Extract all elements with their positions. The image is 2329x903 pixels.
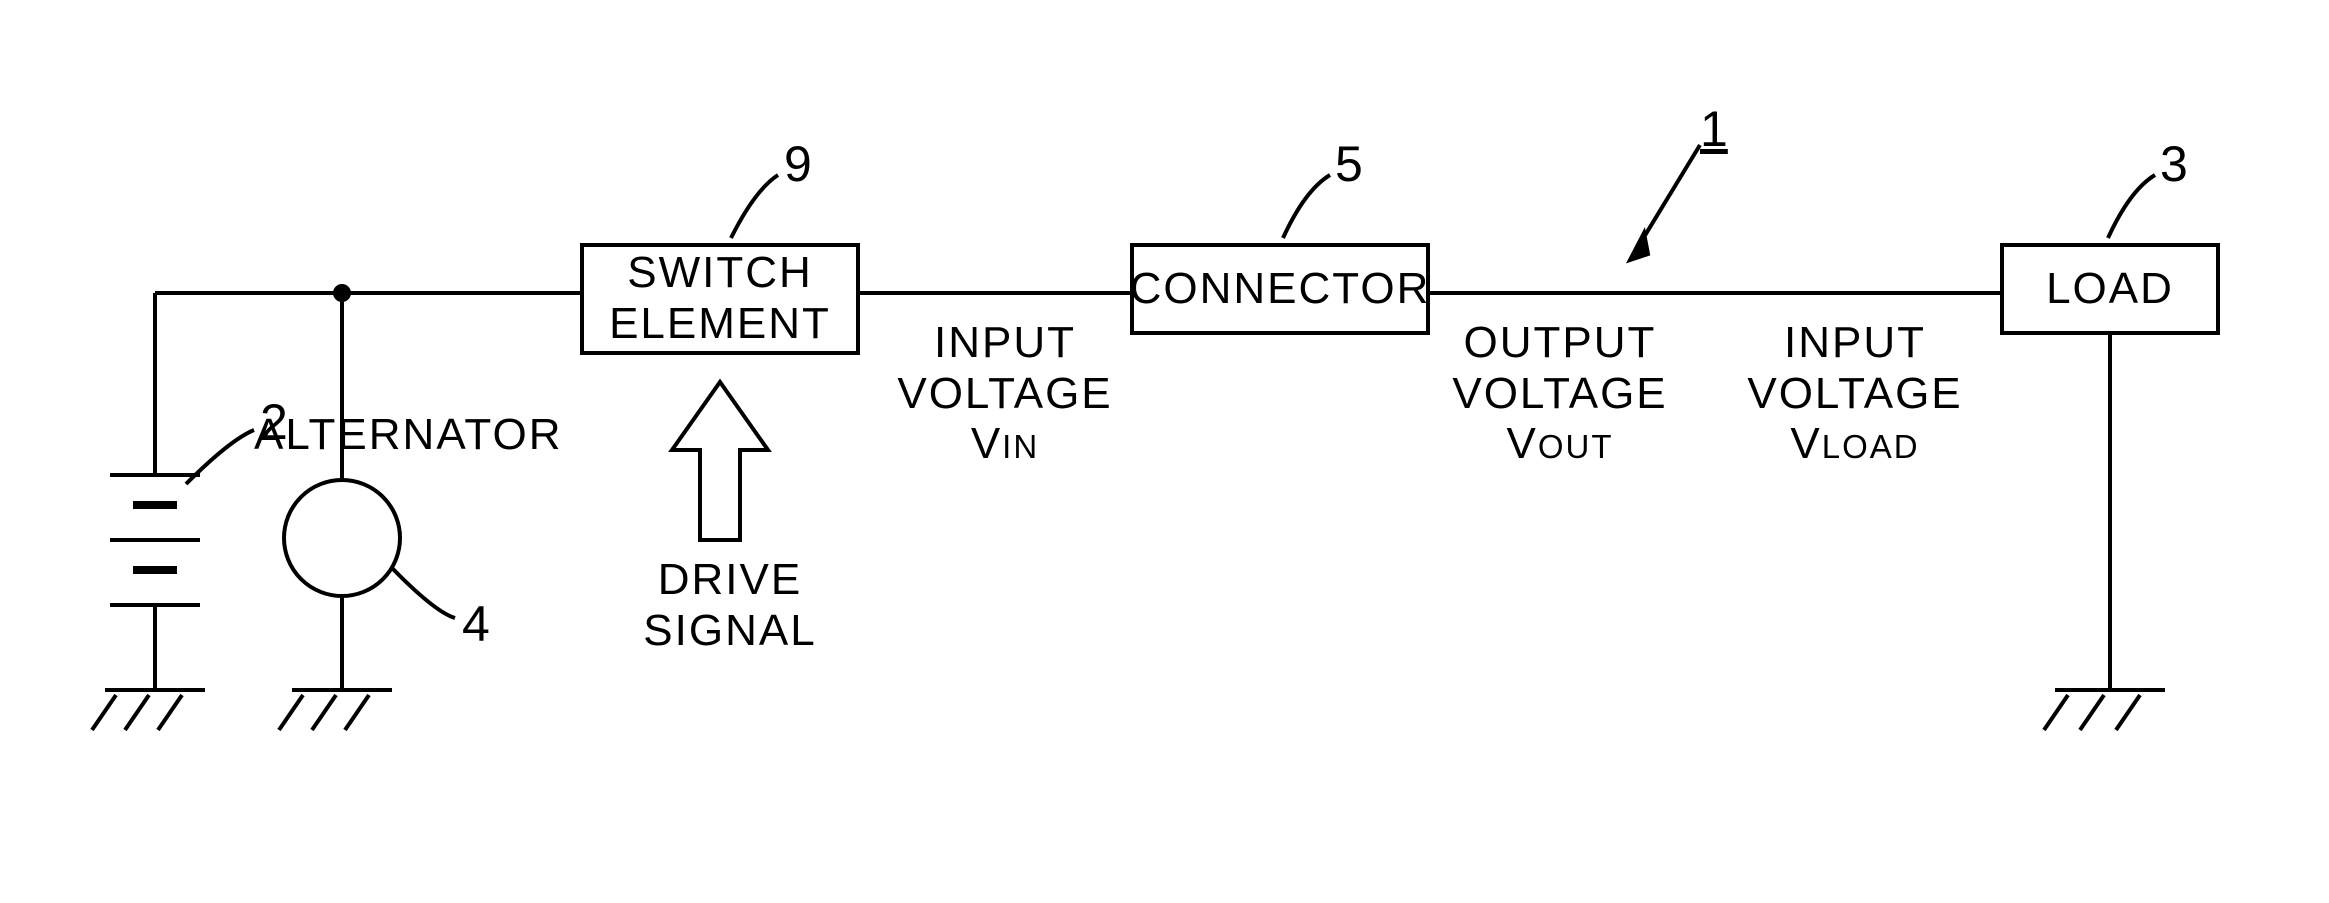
load-block: LOAD [2000,243,2220,335]
switch-element-block: SWITCH ELEMENT [580,243,860,355]
vload-var: VLOAD [1740,419,1970,470]
vload-line1: INPUT [1740,318,1970,369]
ref-4: 4 [462,595,490,653]
drive-signal-line2: SIGNAL [630,606,830,657]
connector-label: CONNECTOR [1130,264,1431,315]
vout-label: OUTPUT VOLTAGE VOUT [1450,318,1670,470]
vout-line2: VOLTAGE [1450,369,1670,420]
ref-3: 3 [2160,135,2188,193]
vload-label: INPUT VOLTAGE VLOAD [1740,318,1970,470]
vin-var: VIN [895,419,1115,470]
load-label: LOAD [2046,264,2174,315]
drive-signal-line1: DRIVE [630,555,830,606]
ref-9: 9 [784,135,812,193]
vout-var: VOUT [1450,419,1670,470]
switch-label-1: SWITCH [609,248,831,299]
vin-line1: INPUT [895,318,1115,369]
vin-line2: VOLTAGE [895,369,1115,420]
connector-block: CONNECTOR [1130,243,1430,335]
vload-line2: VOLTAGE [1740,369,1970,420]
switch-label-2: ELEMENT [609,299,831,350]
drive-signal-label: DRIVE SIGNAL [630,555,830,656]
vout-line1: OUTPUT [1450,318,1670,369]
vin-label: INPUT VOLTAGE VIN [895,318,1115,470]
ref-5: 5 [1335,135,1363,193]
ref-1: 1 [1700,100,1728,158]
alternator-label: ALTERNATOR [254,410,563,461]
